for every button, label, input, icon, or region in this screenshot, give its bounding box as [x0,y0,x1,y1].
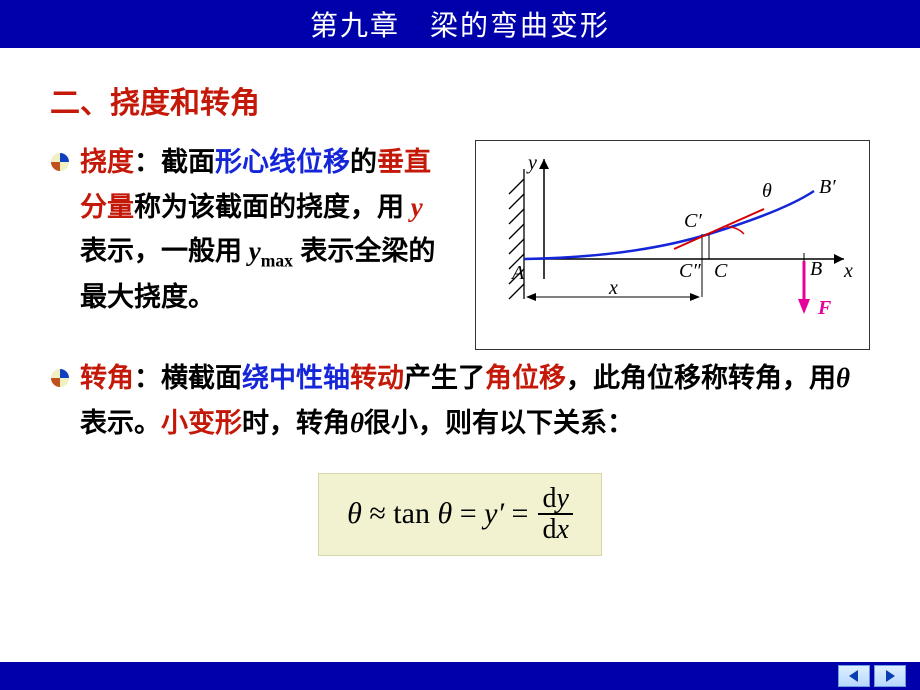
lbl-Cpp: C″ [679,260,701,282]
bullet-rotation: 转角：横截面绕中性轴转动产生了角位移，此角位移称转角，用θ表示。小变形时，转角θ… [50,356,870,445]
lbl-Bp: B′ [819,176,836,198]
b2-t8: 小变形 [161,408,242,438]
beam-diagram: y x A B B′ C C′ C″ θ x F [475,140,870,350]
eq-fraction: dy dx [538,484,572,545]
bullet-rotation-text: 转角：横截面绕中性轴转动产生了角位移，此角位移称转角，用θ表示。小变形时，转角θ… [80,356,870,445]
bullet-deflection: 挠度：截面形心线位移的垂直分量称为该截面的挠度，用 y 表示，一般用 ymax … [50,140,455,320]
eq-num: dy [538,484,572,515]
title-text: 第九章 梁的弯曲变形 [310,4,610,44]
b2-t4: 产生了 [404,363,485,393]
body-row: 挠度：截面形心线位移的垂直分量称为该截面的挠度，用 y 表示，一般用 ymax … [50,140,870,350]
text-column: 挠度：截面形心线位移的垂直分量称为该截面的挠度，用 y 表示，一般用 ymax … [50,140,455,350]
b1-var-ymax: ymax [242,236,293,266]
lbl-Cp: C′ [684,210,702,232]
ball-bullet-icon [50,368,70,388]
title-bar: 第九章 梁的弯曲变形 [0,0,920,48]
b2-t5: 角位移 [485,363,566,393]
lbl-B: B [810,258,822,280]
lbl-F: F [817,297,832,319]
b2-t6: ，此角位移称转角，用 [566,363,836,393]
b1-head: 挠度 [80,147,134,177]
lbl-y: y [526,152,537,174]
triangle-right-icon [883,669,897,683]
diagram-svg: y x A B B′ C C′ C″ θ x F [484,149,859,339]
b2-t1: ：横截面 [134,363,242,393]
prev-button[interactable] [838,665,870,687]
b2-t3: 转动 [350,363,404,393]
section-title-text: 二、挠度和转角 [50,87,260,120]
triangle-left-icon [847,669,861,683]
b1-var2: y [242,236,261,266]
b2-var1: θ [836,363,850,393]
bullet-rotation-wrap: 转角：横截面绕中性轴转动产生了角位移，此角位移称转角，用θ表示。小变形时，转角θ… [50,356,870,445]
lbl-x: x [843,260,853,282]
b2-var2: θ [350,408,364,438]
next-button[interactable] [874,665,906,687]
equation-box: θ ≈ tan θ = y′ = dy dx [318,473,602,556]
lbl-C: C [714,260,728,282]
lbl-A: A [510,262,525,284]
bullet-deflection-text: 挠度：截面形心线位移的垂直分量称为该截面的挠度，用 y 表示，一般用 ymax … [80,140,455,320]
eq-den: dx [538,515,572,544]
footer-bar [0,662,920,690]
b1-var2-sub: max [261,250,293,270]
b2-head: 转角 [80,363,134,393]
b1-var-y: y [404,192,423,222]
b1-t6: 表示，一般用 [80,236,242,266]
b2-t10: 很小，则有以下关系： [364,408,634,438]
b2-t2: 绕中性轴 [242,363,350,393]
b1-t5: 称为该截面的挠度，用 [134,192,404,222]
b2-t9: 时，转角 [242,408,350,438]
slide-content: 二、挠度和转角 挠度：截面形心线位移的垂直分量称为该截面的挠度，用 y 表示，一… [0,48,920,556]
ball-bullet-icon [50,152,70,172]
lbl-theta: θ [762,180,772,202]
b2-t7: 表示。 [80,408,161,438]
b1-t3: 的 [350,147,377,177]
equation-area: θ ≈ tan θ = y′ = dy dx [50,473,870,556]
b1-t1: ：截面 [134,147,215,177]
eq-lhs: θ ≈ tan θ = y′ = [347,497,528,531]
lbl-xdim: x [608,277,618,299]
b1-t2: 形心线位移 [215,147,350,177]
section-title: 二、挠度和转角 [50,78,870,122]
